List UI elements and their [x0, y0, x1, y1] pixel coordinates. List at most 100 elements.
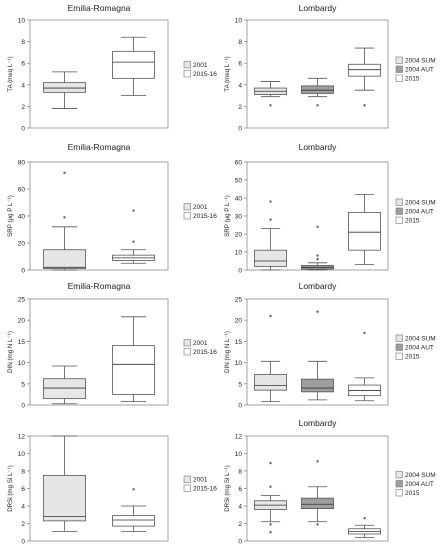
outlier-point [316, 254, 319, 257]
y-tick-label: 8 [238, 469, 242, 476]
y-tick-label: 10 [18, 18, 26, 25]
box-2004-aut [301, 460, 334, 526]
outlier-point [269, 314, 272, 318]
legend-label: 2004 SUM [405, 58, 436, 65]
legend-swatch [395, 65, 403, 73]
box-iqr [348, 211, 381, 251]
y-tick-label: 10 [235, 451, 243, 458]
outlier-point [269, 523, 272, 526]
outlier-point [316, 523, 319, 526]
chart-title: Emilia-Romagna [68, 281, 131, 291]
y-tick-label: 60 [235, 160, 243, 167]
legend-label: 2015 [405, 490, 420, 497]
y-tick-label: 10 [235, 360, 243, 367]
y-tick-label: 30 [235, 214, 243, 221]
y-tick-label: 5 [238, 381, 242, 388]
y-tick-label: 8 [21, 469, 25, 476]
y-tick-label: 0 [238, 268, 242, 275]
legend-swatch [395, 216, 403, 224]
chart-title: Lombardy [299, 142, 338, 152]
y-tick-label: 4 [21, 82, 25, 89]
y-tick-label: 80 [18, 160, 26, 167]
y-tick-label: 12 [18, 434, 26, 441]
legend-swatch [395, 334, 403, 342]
box-iqr [254, 374, 287, 391]
legend-swatch [183, 339, 191, 347]
y-tick-label: 10 [18, 451, 26, 458]
y-axis-label: DRSi (mg Si L⁻¹) [224, 465, 231, 512]
y-tick-label: 20 [18, 318, 26, 325]
outlier-point [269, 531, 272, 534]
outlier-point [363, 517, 366, 520]
outlier-point [316, 460, 319, 463]
y-axis-label: DRSi (mg Si L⁻¹) [7, 465, 14, 512]
y-axis-label: TA (meq L⁻¹) [7, 56, 14, 91]
y-tick-label: 20 [18, 241, 26, 248]
y-axis-label: SRP (μg P L⁻¹) [224, 195, 231, 237]
y-tick-label: 20 [235, 318, 243, 325]
legend-swatch [395, 480, 403, 488]
chart-panel-7: 0 2 4 6 8 10 12 DRSi (mg Si L⁻¹) 2001 2015-16 [7, 434, 217, 546]
box-2015-16 [112, 488, 155, 532]
legend-swatch [183, 212, 191, 220]
plot-frame [246, 298, 389, 406]
y-tick-label: 0 [21, 126, 25, 133]
legend-label: 2015 [405, 354, 420, 361]
box-iqr [43, 474, 86, 522]
y-tick-label: 6 [21, 486, 25, 493]
box-2001 [43, 435, 86, 532]
chart-title: Emilia-Romagna [68, 3, 131, 13]
legend-swatch [183, 203, 191, 211]
legend-label: 2004 SUM [405, 336, 436, 343]
box-2015-16 [112, 209, 155, 264]
chart-panel-3: Emilia-Romagna 0 20 40 60 80 SRP (μg P L⁻¹) 200… [7, 142, 217, 275]
outlier-point [132, 209, 135, 212]
box-iqr [43, 378, 86, 400]
outlier-point [269, 485, 272, 488]
y-tick-label: 10 [235, 250, 243, 257]
box-2004-aut [301, 77, 334, 107]
box-2001 [43, 171, 86, 271]
box-2015-16 [112, 36, 155, 96]
box-iqr [348, 63, 381, 77]
box-iqr [112, 50, 155, 79]
outlier-point [63, 216, 66, 219]
box-iqr [43, 249, 86, 270]
legend-label: 2015-16 [193, 213, 217, 220]
legend-label: 2015-16 [193, 349, 217, 356]
y-tick-label: 0 [21, 268, 25, 275]
box-iqr [301, 85, 334, 94]
box-2015 [348, 331, 381, 402]
outlier-point [316, 104, 319, 107]
y-tick-label: 6 [238, 61, 242, 68]
legend-swatch [183, 348, 191, 356]
box-2004-sum [254, 461, 287, 534]
legend-swatch [395, 207, 403, 215]
legend-swatch [183, 484, 191, 492]
y-tick-label: 12 [235, 434, 243, 441]
outlier-point [269, 104, 272, 107]
chart-title: Lombardy [299, 281, 338, 291]
box-2004-sum [254, 314, 287, 403]
y-tick-label: 15 [235, 339, 243, 346]
box-2001 [43, 71, 86, 109]
legend-swatch [395, 352, 403, 360]
legend-swatch [183, 70, 191, 78]
y-tick-label: 4 [238, 82, 242, 89]
legend-label: 2004 AUT [405, 67, 434, 74]
y-tick-label: 40 [235, 196, 243, 203]
y-tick-label: 8 [238, 39, 242, 46]
legend-label: 2015-16 [193, 71, 217, 78]
y-axis-label: TA (meq L⁻¹) [224, 56, 231, 91]
legend-label: 2001 [193, 477, 208, 484]
y-axis-label: DIN (mg N L⁻¹) [7, 331, 14, 373]
box-iqr [301, 497, 334, 510]
legend-label: 2001 [193, 340, 208, 347]
chart-title: Emilia-Romagna [68, 142, 131, 152]
chart-panel-4: Lombardy 0 10 20 30 40 50 60 SRP (μg P L⁻¹) 2004 … [224, 142, 436, 275]
y-tick-label: 10 [235, 18, 243, 25]
legend-label: 2001 [193, 204, 208, 211]
y-axis-label: SRP (μg P L⁻¹) [7, 195, 14, 237]
y-tick-label: 5 [21, 381, 25, 388]
legend-label: 2001 [193, 62, 208, 69]
